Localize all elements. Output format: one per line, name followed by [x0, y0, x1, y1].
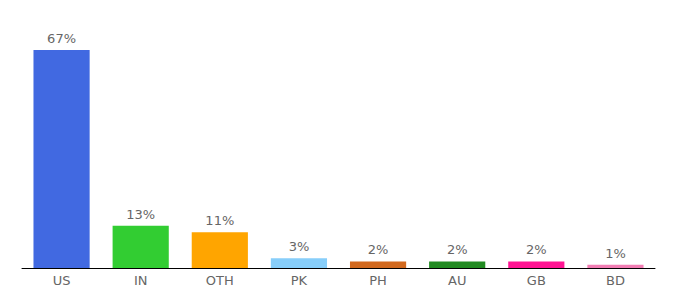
svg-text:67%: 67% — [47, 31, 76, 46]
svg-text:1%: 1% — [605, 246, 626, 261]
svg-text:AU: AU — [448, 273, 466, 288]
svg-text:IN: IN — [134, 273, 148, 288]
svg-text:OTH: OTH — [206, 273, 234, 288]
svg-text:PH: PH — [369, 273, 387, 288]
svg-text:US: US — [53, 273, 71, 288]
svg-text:3%: 3% — [289, 239, 310, 254]
svg-text:GB: GB — [527, 273, 546, 288]
svg-text:2%: 2% — [526, 242, 547, 257]
svg-text:2%: 2% — [447, 242, 468, 257]
svg-text:2%: 2% — [368, 242, 389, 257]
svg-text:13%: 13% — [126, 207, 155, 222]
svg-text:BD: BD — [606, 273, 625, 288]
svg-text:PK: PK — [291, 273, 308, 288]
svg-text:11%: 11% — [205, 213, 234, 228]
